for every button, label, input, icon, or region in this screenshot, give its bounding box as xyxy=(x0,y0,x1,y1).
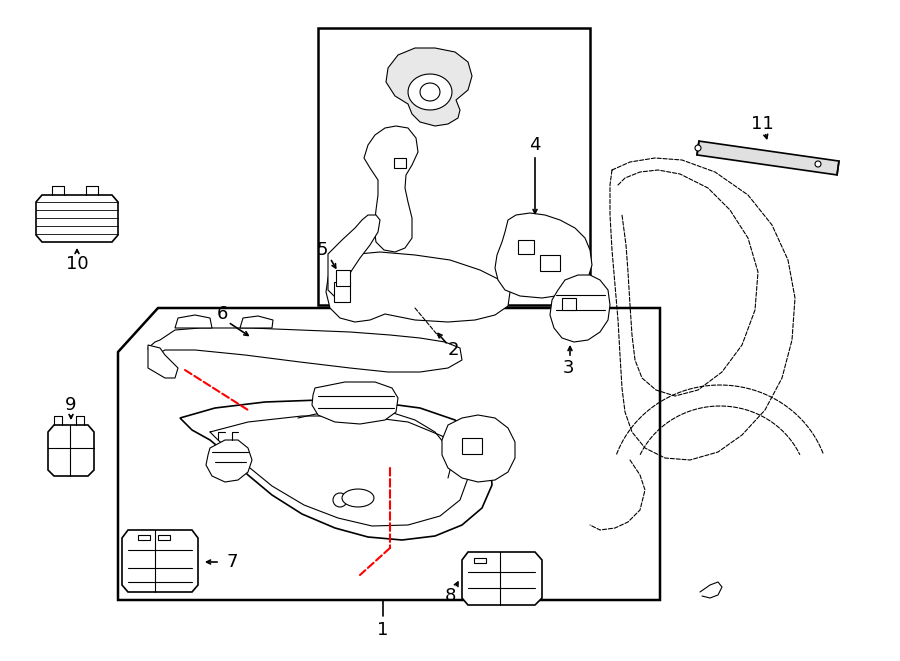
Polygon shape xyxy=(48,425,94,476)
Bar xyxy=(334,282,350,302)
Text: 9: 9 xyxy=(65,396,76,414)
Polygon shape xyxy=(206,440,252,482)
Bar xyxy=(474,558,486,563)
Polygon shape xyxy=(36,195,118,242)
Bar xyxy=(138,535,150,540)
Polygon shape xyxy=(148,328,462,372)
Circle shape xyxy=(333,493,347,507)
Polygon shape xyxy=(326,252,510,322)
Text: 8: 8 xyxy=(445,587,455,605)
Bar xyxy=(158,535,170,540)
Polygon shape xyxy=(462,552,542,605)
Text: 6: 6 xyxy=(216,305,228,323)
Polygon shape xyxy=(442,415,515,482)
Polygon shape xyxy=(118,308,660,600)
Polygon shape xyxy=(420,83,440,101)
Polygon shape xyxy=(550,275,610,342)
Polygon shape xyxy=(318,28,590,305)
Polygon shape xyxy=(697,141,839,175)
Text: 1: 1 xyxy=(377,621,389,639)
Polygon shape xyxy=(328,215,380,302)
Bar xyxy=(462,438,482,454)
Text: 4: 4 xyxy=(529,136,541,154)
Polygon shape xyxy=(240,316,273,328)
Bar xyxy=(336,270,350,286)
Polygon shape xyxy=(386,48,472,126)
Text: 3: 3 xyxy=(562,359,574,377)
Text: 5: 5 xyxy=(316,241,328,259)
Polygon shape xyxy=(312,382,398,424)
Polygon shape xyxy=(364,126,418,252)
Text: 10: 10 xyxy=(66,255,88,273)
Text: 2: 2 xyxy=(447,341,459,359)
Polygon shape xyxy=(495,213,592,298)
Bar xyxy=(540,255,560,271)
Circle shape xyxy=(815,161,821,167)
Bar xyxy=(562,298,576,310)
Polygon shape xyxy=(175,315,212,328)
Bar xyxy=(518,240,534,254)
Text: 7: 7 xyxy=(226,553,238,571)
Polygon shape xyxy=(180,400,492,540)
Polygon shape xyxy=(148,345,178,378)
Polygon shape xyxy=(122,530,198,592)
Text: 11: 11 xyxy=(751,115,773,133)
Circle shape xyxy=(695,145,701,151)
Polygon shape xyxy=(342,489,374,507)
Polygon shape xyxy=(408,74,452,110)
Bar xyxy=(394,158,406,168)
